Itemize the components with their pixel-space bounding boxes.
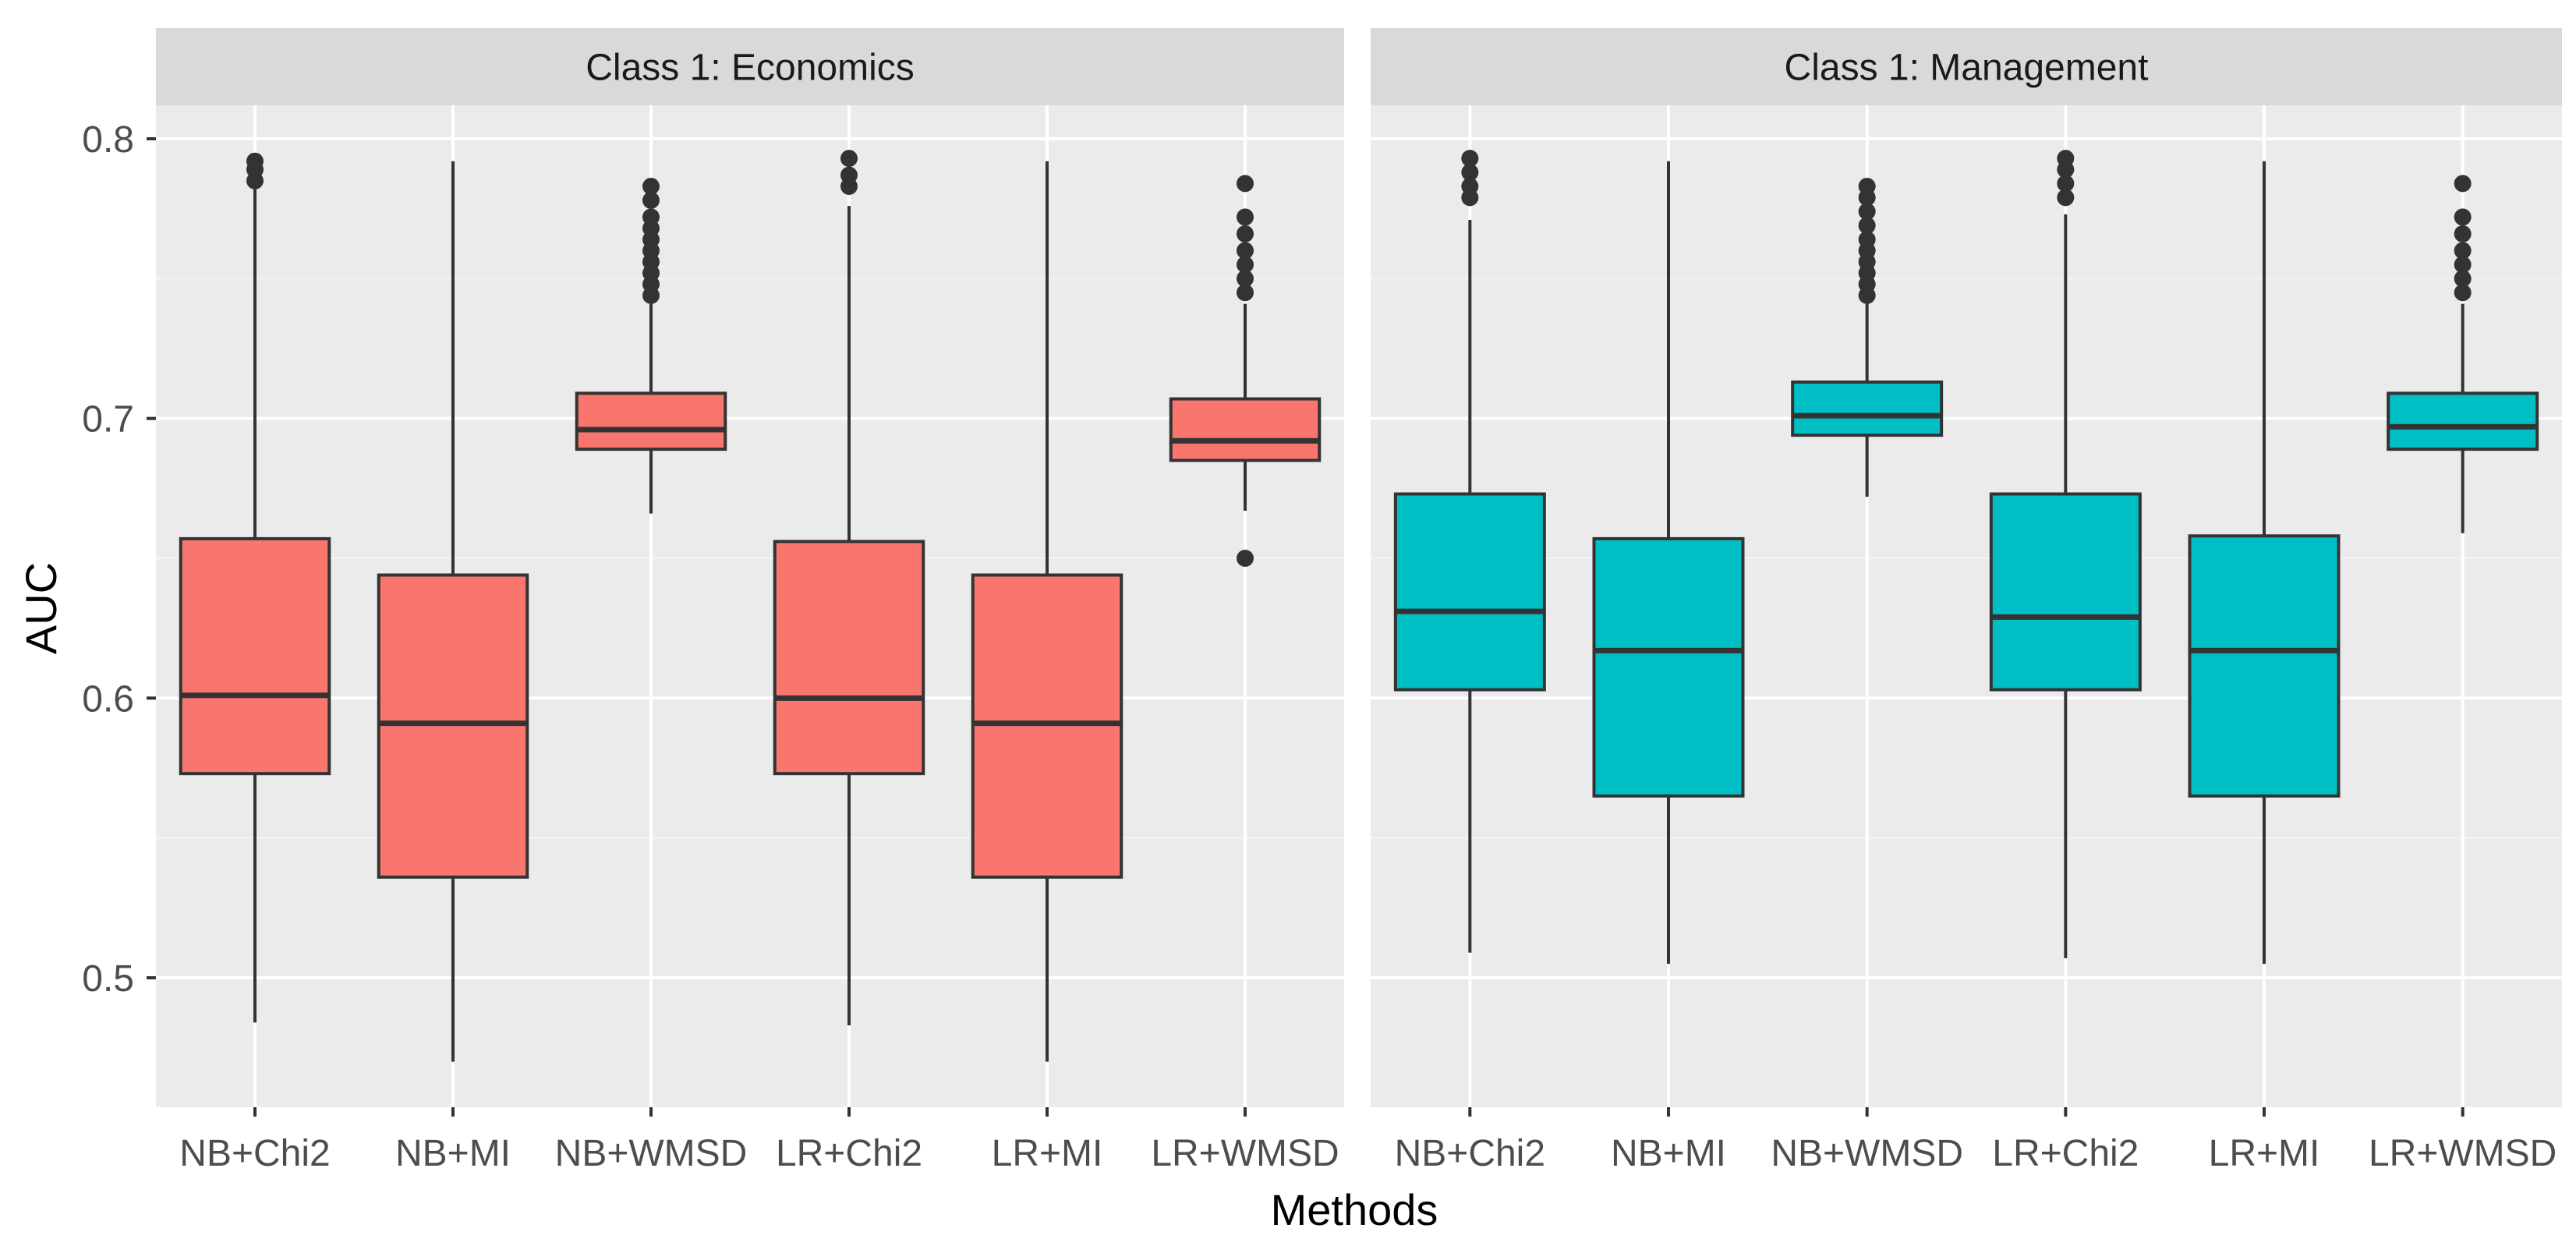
x-tick-label: LR+Chi2 <box>776 1133 922 1174</box>
outlier-point <box>642 191 660 209</box>
iqr-box <box>773 540 925 776</box>
x-tick-label: LR+WMSD <box>2369 1133 2557 1174</box>
iqr-box <box>2387 391 2539 451</box>
outlier-point <box>2057 150 2075 168</box>
x-tick-label: NB+MI <box>1611 1133 1726 1174</box>
iqr-box <box>575 391 727 451</box>
box-lr-mi <box>2188 161 2341 965</box>
iqr-box <box>1791 381 1944 437</box>
y-tick-label: 0.8 <box>82 119 134 161</box>
box-nb-mi <box>1592 161 1745 965</box>
x-tick-label: LR+MI <box>992 1133 1103 1174</box>
outlier-point <box>642 177 660 195</box>
box-nb-chi2 <box>179 152 331 1023</box>
outlier-point <box>2454 270 2472 288</box>
outlier-point <box>2454 284 2472 302</box>
x-tick-label: LR+Chi2 <box>1992 1133 2139 1174</box>
facet-title: Class 1: Economics <box>586 48 914 89</box>
y-tick-label: 0.5 <box>82 958 134 1000</box>
y-tick-label: 0.6 <box>82 678 134 720</box>
x-tick-label: LR+MI <box>2209 1133 2320 1174</box>
box-lr-wmsd <box>2387 175 2539 533</box>
outlier-point <box>2454 175 2472 193</box>
outlier-point <box>1237 175 1254 193</box>
outlier-point <box>1237 225 1254 242</box>
iqr-box <box>179 536 331 776</box>
x-axis-title: Methods <box>1271 1185 1438 1234</box>
panel-background <box>1371 105 2562 1107</box>
outlier-point <box>1237 256 1254 274</box>
outlier-point <box>840 150 858 168</box>
iqr-box <box>1592 536 1745 798</box>
outlier-point <box>1237 242 1254 260</box>
box-nb-mi <box>377 161 529 1062</box>
outlier-point <box>1237 284 1254 302</box>
outlier-point <box>1461 164 1479 182</box>
outlier-point <box>1858 231 1876 249</box>
outlier-point <box>246 152 264 170</box>
iqr-box <box>1169 397 1322 462</box>
panel-economics: Class 1: Economics NB+Chi2 NB+MI NB+WMSD LR+… <box>156 28 1344 1174</box>
y-tick-label: 0.7 <box>82 399 134 441</box>
box-nb-wmsd <box>1791 177 1944 497</box>
box-nb-chi2 <box>1393 150 1546 953</box>
iqr-box <box>2188 534 2341 798</box>
y-axis-title: AUC <box>16 562 65 654</box>
facet-title: Class 1: Management <box>1785 48 2149 89</box>
iqr-box <box>971 573 1123 879</box>
outlier-point <box>1237 550 1254 567</box>
outlier-point <box>1237 208 1254 226</box>
x-tick-label: NB+WMSD <box>555 1133 748 1174</box>
x-tick-label: LR+WMSD <box>1151 1133 1339 1174</box>
box-nb-wmsd <box>575 177 727 514</box>
box-lr-mi <box>971 161 1123 1062</box>
outlier-point <box>840 166 858 184</box>
outlier-point <box>2454 256 2472 274</box>
box-lr-wmsd <box>1169 175 1322 567</box>
facet-strip <box>156 28 1344 105</box>
outlier-point <box>2057 175 2075 193</box>
outlier-point <box>1461 150 1479 168</box>
iqr-box <box>1393 492 1546 692</box>
x-tick-label: NB+Chi2 <box>1395 1133 1545 1174</box>
facet-strip <box>1371 28 2562 105</box>
outlier-point <box>2057 189 2075 207</box>
outlier-point <box>2454 242 2472 260</box>
outlier-point <box>1858 203 1876 221</box>
outlier-point <box>1858 177 1876 195</box>
outlier-point <box>1237 270 1254 288</box>
iqr-box <box>1989 492 2142 692</box>
outlier-point <box>1461 177 1479 195</box>
x-tick-label: NB+MI <box>395 1133 511 1174</box>
y-axis: 0.5 0.6 0.7 0.8 <box>82 119 156 1000</box>
x-tick-label: NB+WMSD <box>1771 1133 1963 1174</box>
panel-background <box>156 105 1344 1107</box>
outlier-point <box>1858 217 1876 235</box>
x-tick-label: NB+Chi2 <box>179 1133 330 1174</box>
iqr-box <box>377 573 529 879</box>
outlier-point <box>2454 225 2472 242</box>
box-lr-chi2 <box>1989 150 2142 958</box>
panel-management: Class 1: Management NB+Chi2 NB+MI NB+WMSD LR… <box>1371 28 2562 1174</box>
outlier-point <box>2454 208 2472 226</box>
box-lr-chi2 <box>773 150 925 1025</box>
outlier-point <box>642 208 660 226</box>
